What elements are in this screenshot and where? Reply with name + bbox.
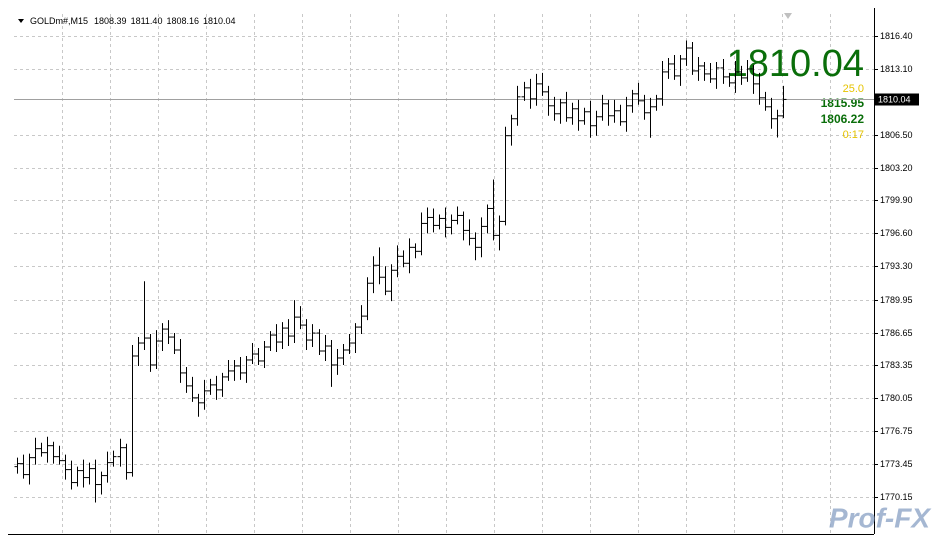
spread: 25.0: [843, 83, 864, 95]
y-tick-label: 1799.90: [880, 195, 913, 205]
y-tick-label: 1783.35: [880, 360, 913, 370]
shift-marker: [784, 13, 792, 19]
y-tick-label: 1803.20: [880, 163, 913, 173]
y-tick-label: 1813.10: [880, 64, 913, 74]
y-tick-label: 1786.65: [880, 328, 913, 338]
last-price: 1810.04: [727, 43, 864, 85]
bid-label: 1810.04: [878, 94, 911, 104]
bid-label-box: [875, 93, 919, 106]
y-tick-label: 1789.95: [880, 295, 913, 305]
bar-timer: 0:17: [843, 129, 864, 141]
y-tick-label: 1770.15: [880, 492, 913, 502]
header-high: 1811.40: [131, 16, 163, 26]
symbol: GOLDm#,M15: [30, 16, 88, 26]
header-close: 1810.04: [203, 16, 236, 26]
y-tick-label: 1793.30: [880, 261, 913, 271]
day-low: 1806.22: [821, 112, 865, 126]
y-tick-label: 1776.75: [880, 426, 913, 436]
y-tick-label: 1816.40: [880, 31, 913, 41]
watermark: Prof-FX: [829, 502, 932, 533]
header-open: 1808.39: [94, 16, 127, 26]
header-low: 1808.16: [166, 16, 199, 26]
y-tick-label: 1773.45: [880, 459, 913, 469]
y-tick-label: 1806.50: [880, 130, 913, 140]
day-high: 1815.95: [821, 96, 865, 110]
vertical-grid: [14, 14, 874, 534]
y-tick-label: 1780.05: [880, 393, 913, 403]
menu-triangle[interactable]: [18, 19, 24, 23]
y-tick-label: 1796.60: [880, 228, 913, 238]
chart-header: GOLDm#,M15 1808.39 1811.40 1808.16 1810.04: [30, 16, 236, 26]
